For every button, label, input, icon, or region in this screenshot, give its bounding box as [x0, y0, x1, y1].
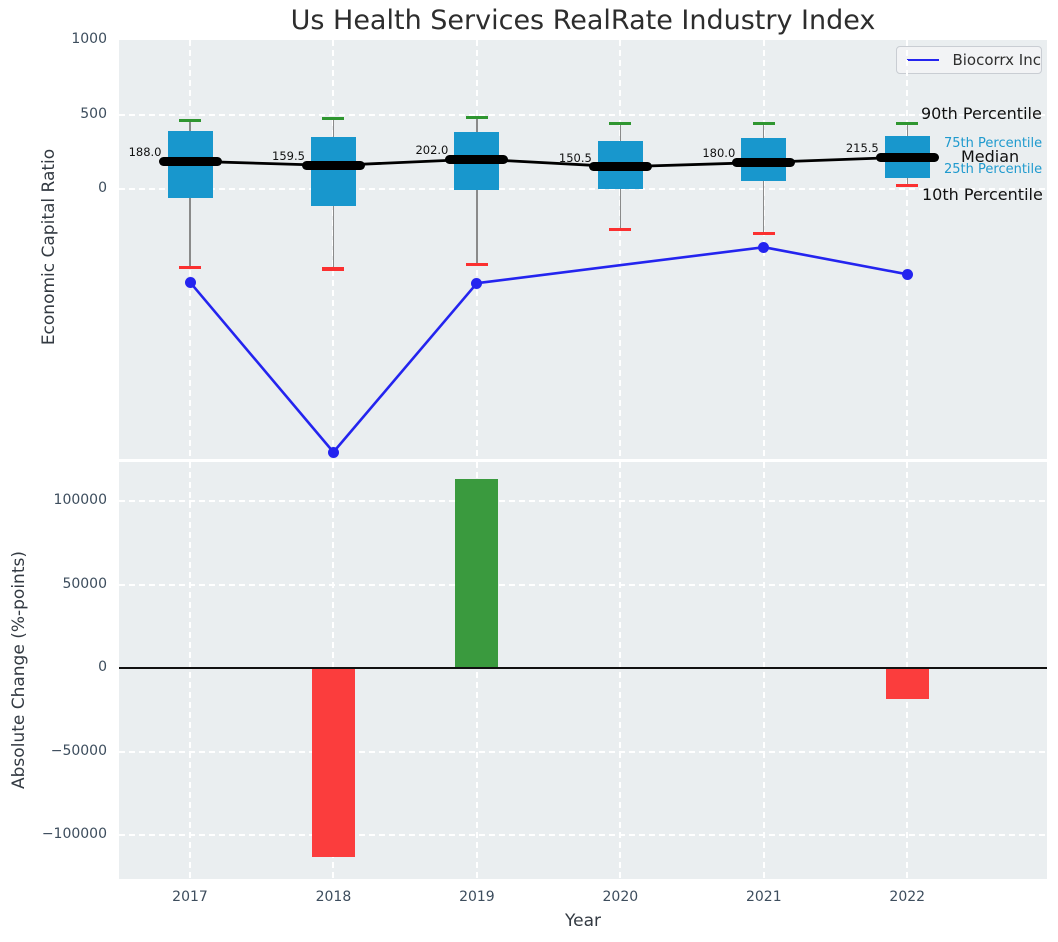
- median-value-label-2022: 215.5: [845, 141, 879, 156]
- x-tick-label: 2020: [602, 889, 639, 905]
- median-value-label-2018: 159.5: [272, 149, 305, 164]
- median-segment-2020: [588, 162, 652, 172]
- top-y-axis-label: Economic Capital Ratio: [39, 148, 59, 346]
- vertical-gridline: [189, 462, 191, 879]
- annotation-median: Median: [961, 147, 1020, 166]
- median-segment-2017: [158, 156, 222, 166]
- median-value-label-2020: 150.5: [558, 150, 592, 165]
- company-marker-2019: [471, 277, 483, 289]
- whisker-cap-10th-2019: [465, 262, 488, 266]
- whisker-cap-10th-2018: [322, 267, 345, 271]
- whisker-cap-10th-2022: [896, 183, 919, 187]
- whisker-cap-90th-2019: [465, 115, 488, 119]
- whisker-cap-10th-2017: [179, 265, 201, 269]
- horizontal-gridline: [119, 500, 1047, 503]
- top-axes: Biocorrx Inc 188.0 159.5 202.0 150.5 180.0 21…: [119, 40, 1047, 459]
- company-marker-2021: [758, 241, 770, 253]
- whisker-line-2019: [476, 117, 478, 265]
- annotation-25th-percentile: 25th Percentile: [944, 162, 1043, 177]
- median-segment-2022: [875, 152, 939, 162]
- whisker-cap-90th-2021: [752, 121, 775, 125]
- horizontal-gridline: [119, 113, 1047, 116]
- median-segment-2018: [301, 160, 365, 170]
- horizontal-gridline: [119, 188, 1047, 191]
- x-tick-label: 2019: [459, 889, 495, 905]
- x-tick-label: 2022: [889, 889, 926, 905]
- vertical-gridline: [619, 462, 622, 879]
- change-bar-2018: [311, 668, 355, 858]
- horizontal-gridline: [119, 834, 1047, 837]
- median-value-label-2017: 188.0: [128, 145, 162, 160]
- whisker-cap-90th-2020: [609, 121, 632, 125]
- median-value-label-2019: 202.0: [415, 143, 449, 158]
- change-bar-2022: [885, 668, 929, 700]
- top-y-tick-label: 1000: [71, 30, 107, 47]
- x-tick-label: 2018: [315, 889, 352, 905]
- company-marker-2022: [901, 268, 913, 280]
- legend: Biocorrx Inc: [896, 46, 1042, 74]
- vertical-gridline: [619, 40, 622, 459]
- zero-line: [119, 667, 1047, 670]
- whisker-cap-90th-2018: [322, 116, 345, 121]
- chart-title: Us Health Services RealRate Industry Ind…: [290, 5, 876, 36]
- iqr-box-2018: [310, 137, 356, 207]
- x-tick-label: 2021: [745, 889, 782, 905]
- bottom-y-tick-label: 50000: [62, 575, 107, 592]
- bottom-y-tick-label: −50000: [50, 742, 107, 759]
- x-axis-label: Year: [565, 911, 601, 931]
- company-marker-2017: [184, 276, 196, 288]
- whisker-cap-10th-2021: [752, 231, 775, 235]
- bottom-y-tick-label: −100000: [41, 826, 107, 843]
- bottom-y-tick-label: 0: [98, 659, 107, 676]
- annotation-75th-percentile: 75th Percentile: [944, 136, 1043, 151]
- company-marker-2018: [327, 446, 339, 458]
- vertical-gridline: [762, 462, 765, 879]
- horizontal-gridline: [119, 750, 1047, 753]
- vertical-gridline: [906, 40, 909, 459]
- legend-line-sample: [907, 58, 940, 62]
- vertical-gridline: [475, 462, 478, 879]
- median-value-label-2021: 180.0: [702, 146, 736, 161]
- annotation-90th-percentile: 90th Percentile: [921, 104, 1042, 123]
- top-chart-lines: [189, 155, 908, 454]
- company-line: [189, 245, 908, 454]
- whisker-cap-10th-2020: [609, 227, 632, 231]
- bottom-axes: [119, 462, 1047, 879]
- annotation-10th-percentile: 10th Percentile: [922, 185, 1043, 204]
- median-segment-2021: [732, 157, 796, 167]
- whisker-cap-90th-2022: [896, 121, 919, 125]
- top-y-tick-label: 0: [98, 180, 107, 197]
- x-tick-label: 2017: [172, 889, 208, 905]
- horizontal-gridline: [119, 583, 1047, 586]
- legend-label: Biocorrx Inc: [952, 51, 1041, 69]
- bottom-y-axis-label: Absolute Change (%-points): [9, 551, 29, 789]
- top-y-tick-label: 500: [80, 105, 107, 122]
- change-bar-2019: [455, 479, 499, 669]
- whisker-cap-90th-2017: [179, 118, 201, 122]
- bottom-y-tick-label: 100000: [53, 492, 107, 509]
- median-segment-2019: [445, 154, 509, 164]
